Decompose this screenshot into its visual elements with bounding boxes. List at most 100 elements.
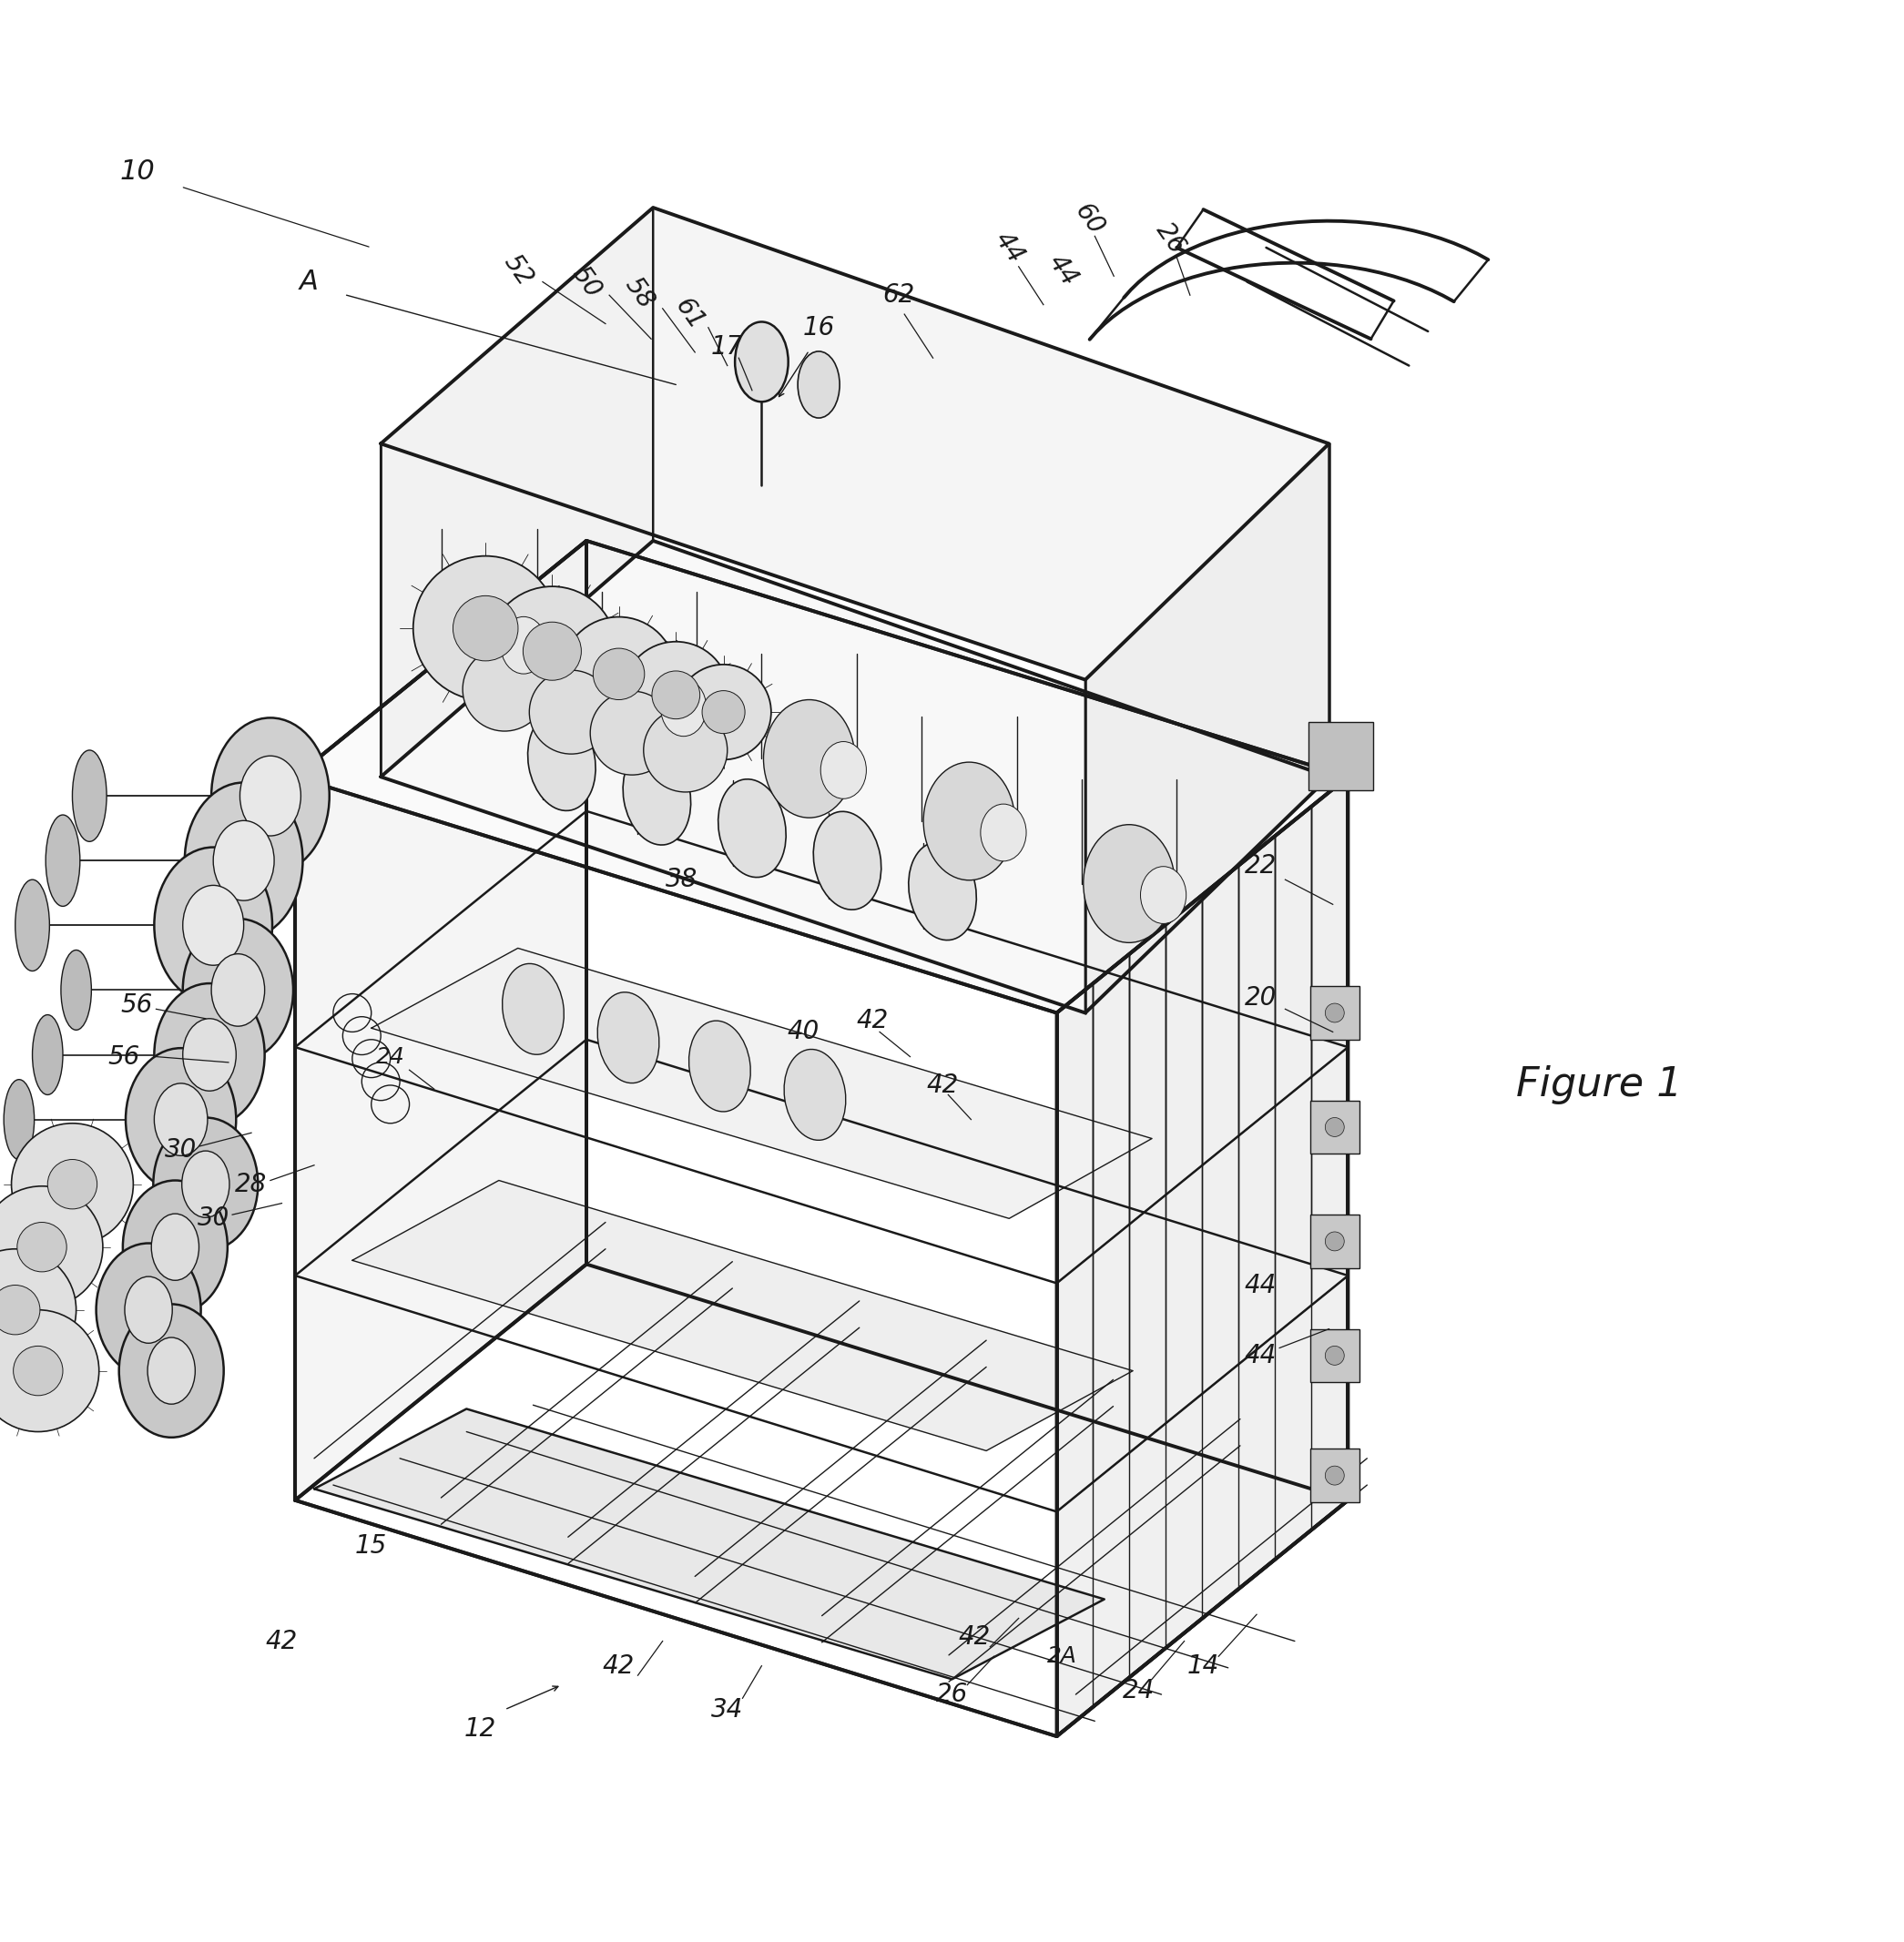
- Text: 44: 44: [1043, 251, 1081, 291]
- Ellipse shape: [183, 919, 293, 1062]
- Ellipse shape: [240, 755, 301, 835]
- Text: 14: 14: [1188, 1653, 1219, 1678]
- Ellipse shape: [623, 748, 691, 845]
- Ellipse shape: [154, 983, 265, 1126]
- Circle shape: [48, 1159, 97, 1210]
- Text: 2A: 2A: [1047, 1645, 1078, 1668]
- Ellipse shape: [95, 1243, 200, 1377]
- Text: 16: 16: [803, 315, 834, 340]
- Polygon shape: [371, 948, 1152, 1218]
- Circle shape: [413, 555, 558, 701]
- Ellipse shape: [211, 719, 329, 874]
- Text: 62: 62: [883, 282, 914, 309]
- Text: 42: 42: [960, 1625, 990, 1651]
- Text: 34: 34: [712, 1697, 743, 1723]
- Polygon shape: [381, 208, 653, 777]
- Ellipse shape: [813, 812, 882, 909]
- Circle shape: [676, 664, 771, 759]
- Ellipse shape: [147, 1338, 194, 1404]
- Circle shape: [594, 649, 644, 699]
- Ellipse shape: [604, 637, 695, 755]
- FancyBboxPatch shape: [1310, 1449, 1359, 1503]
- Circle shape: [524, 621, 581, 680]
- Text: 44: 44: [1245, 1342, 1276, 1369]
- Polygon shape: [381, 540, 1329, 1014]
- Polygon shape: [295, 540, 1348, 1014]
- Circle shape: [17, 1222, 67, 1272]
- Ellipse shape: [908, 843, 977, 940]
- Text: 56: 56: [109, 1045, 139, 1070]
- Ellipse shape: [4, 1080, 34, 1159]
- Ellipse shape: [124, 1276, 171, 1344]
- Ellipse shape: [154, 1084, 208, 1155]
- Ellipse shape: [735, 322, 788, 402]
- Polygon shape: [295, 540, 586, 1501]
- Text: 42: 42: [927, 1072, 958, 1097]
- Circle shape: [651, 672, 701, 719]
- Circle shape: [487, 586, 617, 717]
- Text: 24: 24: [375, 1045, 406, 1068]
- Ellipse shape: [981, 804, 1026, 860]
- Circle shape: [13, 1346, 63, 1396]
- Ellipse shape: [46, 816, 80, 907]
- Ellipse shape: [821, 742, 866, 798]
- Text: 28: 28: [236, 1171, 267, 1196]
- Ellipse shape: [61, 950, 91, 1029]
- Circle shape: [463, 647, 546, 730]
- Ellipse shape: [598, 992, 659, 1084]
- Ellipse shape: [798, 352, 840, 418]
- Ellipse shape: [185, 783, 303, 938]
- Text: 30: 30: [166, 1138, 196, 1163]
- Ellipse shape: [661, 680, 706, 736]
- Text: 52: 52: [499, 251, 537, 291]
- Ellipse shape: [211, 954, 265, 1025]
- Ellipse shape: [15, 880, 50, 971]
- Circle shape: [11, 1122, 133, 1245]
- Text: 24: 24: [1123, 1678, 1154, 1703]
- Ellipse shape: [183, 1020, 236, 1091]
- Circle shape: [562, 618, 676, 730]
- FancyBboxPatch shape: [1310, 987, 1359, 1039]
- Ellipse shape: [1083, 825, 1175, 942]
- Circle shape: [590, 691, 674, 775]
- Text: 17: 17: [712, 334, 743, 359]
- Ellipse shape: [72, 750, 107, 841]
- Text: 42: 42: [267, 1629, 297, 1655]
- Text: 42: 42: [857, 1008, 887, 1033]
- Circle shape: [1325, 1117, 1344, 1136]
- Ellipse shape: [1140, 866, 1186, 924]
- Polygon shape: [352, 1181, 1133, 1451]
- Ellipse shape: [32, 1016, 63, 1095]
- Polygon shape: [1057, 777, 1348, 1736]
- Text: 50: 50: [567, 262, 605, 303]
- Ellipse shape: [122, 1181, 227, 1313]
- Circle shape: [453, 596, 518, 660]
- Text: 40: 40: [788, 1020, 819, 1045]
- Circle shape: [1325, 1004, 1344, 1021]
- Ellipse shape: [126, 1049, 236, 1190]
- Text: 60: 60: [1070, 198, 1108, 239]
- Text: 26: 26: [1152, 218, 1190, 258]
- FancyBboxPatch shape: [1308, 722, 1373, 790]
- Ellipse shape: [181, 1152, 228, 1218]
- Text: 15: 15: [356, 1532, 387, 1559]
- Text: 30: 30: [198, 1206, 228, 1231]
- Circle shape: [529, 670, 613, 753]
- Text: 42: 42: [604, 1653, 634, 1678]
- Ellipse shape: [154, 847, 272, 1004]
- Text: 38: 38: [666, 866, 697, 893]
- Text: A: A: [299, 268, 318, 295]
- Circle shape: [1325, 1231, 1344, 1251]
- Text: 22: 22: [1245, 854, 1276, 880]
- Ellipse shape: [923, 761, 1015, 880]
- Circle shape: [623, 641, 729, 748]
- Text: Figure 1: Figure 1: [1516, 1066, 1683, 1105]
- Ellipse shape: [444, 575, 535, 693]
- Text: 10: 10: [120, 157, 154, 184]
- Ellipse shape: [784, 1049, 845, 1140]
- Circle shape: [0, 1249, 76, 1371]
- Text: 44: 44: [1245, 1272, 1276, 1297]
- Circle shape: [703, 691, 744, 734]
- Polygon shape: [314, 1408, 1104, 1680]
- Ellipse shape: [150, 1214, 198, 1280]
